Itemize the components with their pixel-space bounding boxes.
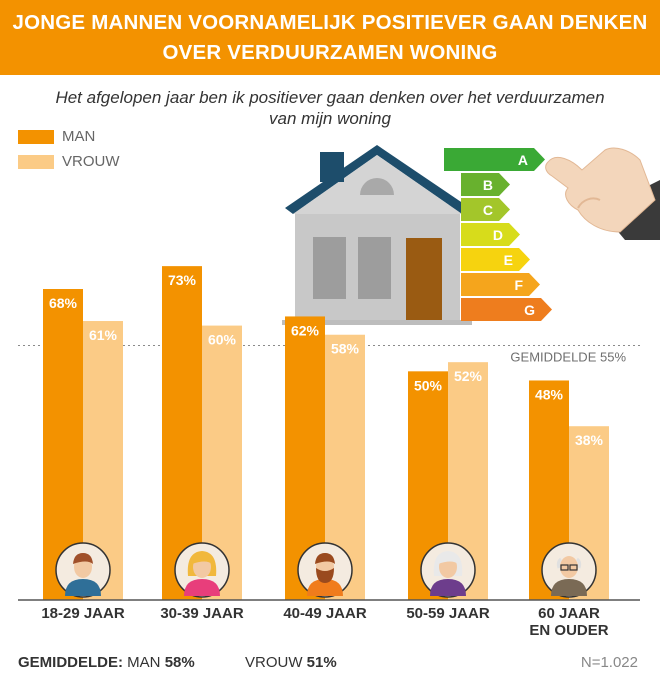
data-label-man-5: 48% xyxy=(535,386,564,402)
legend-item-vrouw: VROUW xyxy=(18,149,120,174)
average-reference-label: GEMIDDELDE 55% xyxy=(510,349,626,364)
footer-man-label: MAN xyxy=(127,654,161,671)
house-illustration xyxy=(282,145,472,325)
energy-label-arrow-d xyxy=(461,223,520,246)
legend-swatch-man xyxy=(18,129,54,144)
category-label-5-line-1: 60 JAAR xyxy=(538,605,600,622)
footer-sample-size: N=1.022 xyxy=(580,654,638,671)
avatar-shirt xyxy=(65,579,101,596)
house-chimney xyxy=(320,152,344,182)
legend-swatch-vrouw xyxy=(18,154,54,169)
house-base xyxy=(282,320,472,325)
energy-label-arrow-f xyxy=(461,273,540,296)
energy-label-arrow-b xyxy=(461,173,510,196)
avatar-face xyxy=(560,556,578,578)
footer-average: GEMIDDELDE: MAN 58% xyxy=(18,654,195,671)
avatar-1 xyxy=(55,542,111,598)
house-window-right xyxy=(358,237,391,299)
data-label-vrouw-4: 52% xyxy=(454,368,483,384)
data-label-man-4: 50% xyxy=(414,377,443,393)
category-labels: 18-29 JAAR 30-39 JAAR 40-49 JAAR 50-59 JAAR… xyxy=(41,605,608,639)
hand-fold xyxy=(577,197,601,209)
category-label-3: 40-49 JAAR xyxy=(283,605,367,622)
chart-subtitle: Het afgelopen jaar ben ik positiever gaa… xyxy=(20,87,640,129)
footer-vrouw-label: VROUW xyxy=(245,654,303,671)
data-label-vrouw-3: 58% xyxy=(331,341,360,357)
footer-vrouw-value: 51% xyxy=(306,654,337,671)
avatar-shirt xyxy=(184,579,220,596)
avatar-shirt xyxy=(307,579,343,596)
title-line-1: JONGE MANNEN VOORNAMELIJK POSITIEVER GAA… xyxy=(12,11,648,34)
data-label-man-1: 68% xyxy=(49,295,78,311)
avatar-shirt xyxy=(551,579,587,596)
avatar-2 xyxy=(174,542,230,598)
category-label-5-line-2: EN OUDER xyxy=(529,622,608,639)
category-label-1: 18-29 JAAR xyxy=(41,605,125,622)
data-label-man-2: 73% xyxy=(168,272,197,288)
avatar-hair-side xyxy=(576,557,582,569)
data-label-vrouw-2: 60% xyxy=(208,332,237,348)
title-banner: JONGE MANNEN VOORNAMELIJK POSITIEVER GAA… xyxy=(0,0,660,75)
legend-item-man: MAN xyxy=(18,124,120,149)
energy-label-letter-b: B xyxy=(483,177,493,193)
subtitle-line-1: Het afgelopen jaar ben ik positiever gaa… xyxy=(55,88,605,107)
avatar-3 xyxy=(297,542,353,598)
energy-label-letter-e: E xyxy=(504,252,513,268)
avatar-hair xyxy=(438,553,458,564)
legend-label-vrouw: VROUW xyxy=(62,153,120,170)
energy-label-arrow-c xyxy=(461,198,510,221)
avatar-shirt xyxy=(430,579,466,596)
avatar-hair xyxy=(73,553,93,564)
energy-label-letter-f: F xyxy=(514,277,523,293)
avatar-hair xyxy=(315,553,335,564)
title-line-2: OVER VERDUURZAMEN WONING xyxy=(162,41,498,64)
subtitle-line-2: van mijn woning xyxy=(269,109,391,128)
footer-man-value: 58% xyxy=(164,654,195,671)
data-label-vrouw-1: 61% xyxy=(89,327,118,343)
house-attic-window xyxy=(360,178,394,195)
legend-label-man: MAN xyxy=(62,128,96,145)
energy-label-letter-g: G xyxy=(524,302,535,318)
avatar-5 xyxy=(541,542,597,598)
energy-label-arrow-e xyxy=(461,248,530,271)
footer-vrouw: VROUW 51% xyxy=(245,654,337,671)
house-window-left xyxy=(313,237,346,299)
energy-label-arrow-a xyxy=(444,148,545,171)
legend: MAN VROUW xyxy=(18,124,120,174)
category-label-4: 50-59 JAAR xyxy=(406,605,490,622)
footer-average-label: GEMIDDELDE: xyxy=(18,654,123,671)
energy-label-letter-c: C xyxy=(483,202,493,218)
avatar-hair xyxy=(192,553,212,564)
avatar-4 xyxy=(420,542,476,598)
avatars xyxy=(55,542,597,598)
energy-label-letter-d: D xyxy=(493,227,503,243)
pointing-hand-icon xyxy=(545,147,660,240)
hand-palm xyxy=(545,147,656,233)
data-label-vrouw-5: 38% xyxy=(575,432,604,448)
avatar-beard xyxy=(316,568,334,583)
category-label-2: 30-39 JAAR xyxy=(160,605,244,622)
avatar-glasses xyxy=(560,564,569,571)
house-door xyxy=(406,238,442,323)
energy-label-arrow-g xyxy=(461,298,552,321)
avatar-hair-side xyxy=(556,557,562,569)
avatar-glasses xyxy=(569,564,578,571)
data-label-man-3: 62% xyxy=(291,322,320,338)
energy-label-letter-a: A xyxy=(518,152,528,168)
